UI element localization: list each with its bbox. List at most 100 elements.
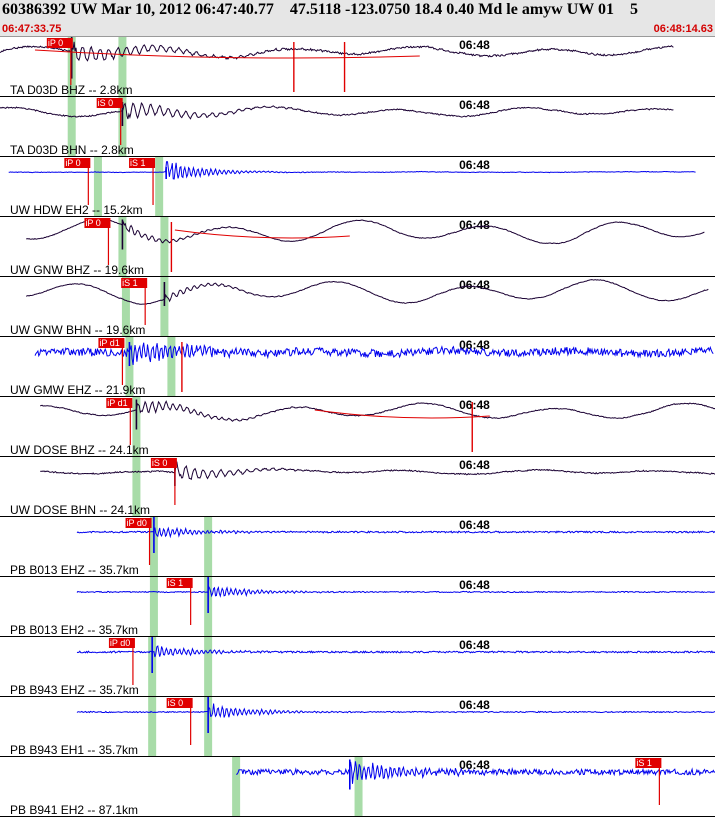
pick-flag[interactable] bbox=[84, 218, 111, 228]
trace-panel: 06:48 iS 0 TA D03D BHN -- 2.8km bbox=[0, 97, 715, 157]
station-label: PB B943 EHZ -- 35.7km bbox=[10, 683, 139, 697]
phase-window bbox=[354, 757, 363, 817]
time-tick-label: 06:48 bbox=[459, 218, 490, 232]
station-label: UW DOSE BHN -- 24.1km bbox=[10, 503, 150, 517]
trace-panel: 06:48 iP 0 TA D03D BHZ -- 2.8km bbox=[0, 37, 715, 97]
station-label: PB B013 EH2 -- 35.7km bbox=[10, 623, 138, 637]
waveform-trace bbox=[76, 645, 715, 658]
station-label: UW GNW BHZ -- 19.6km bbox=[10, 263, 144, 277]
phase-window bbox=[67, 97, 76, 157]
time-tick-label: 06:48 bbox=[459, 398, 490, 412]
pick-label: iS 0 bbox=[168, 698, 184, 708]
waveform-trace bbox=[40, 461, 715, 481]
waveform-trace bbox=[76, 585, 715, 598]
waveform-trace bbox=[8, 161, 696, 180]
trace-panel: 06:48 iS 0 UW DOSE BHN -- 24.1km bbox=[0, 457, 715, 517]
pick-label: iS 0 bbox=[98, 98, 114, 108]
trace-panel: 06:48 iP 0 UW GNW BHZ -- 19.6km bbox=[0, 217, 715, 277]
waveform-trace bbox=[0, 41, 674, 62]
trace-panel: 06:48 iS 1 PB B013 EH2 -- 35.7km bbox=[0, 577, 715, 637]
coda-fit-curve bbox=[314, 409, 490, 419]
phase-window bbox=[204, 637, 213, 697]
pick-flag[interactable] bbox=[108, 638, 135, 648]
trace-panel: 06:48 iP d1 UW DOSE BHZ -- 24.1km bbox=[0, 397, 715, 457]
pick-label: iP 0 bbox=[48, 38, 63, 48]
station-label: PB B943 EH1 -- 35.7km bbox=[10, 743, 138, 757]
phase-window bbox=[232, 757, 241, 817]
pick-flag[interactable] bbox=[125, 518, 152, 528]
waveform-trace bbox=[0, 101, 674, 120]
time-tick-label: 06:48 bbox=[459, 278, 490, 292]
pick-flag[interactable] bbox=[635, 758, 662, 768]
pick-flag[interactable] bbox=[64, 158, 91, 168]
station-label: PB B013 EHZ -- 35.7km bbox=[10, 563, 139, 577]
start-time: 06:47:33.75 bbox=[2, 23, 62, 35]
trace-panel: 06:48 iS 0 PB B943 EH1 -- 35.7km bbox=[0, 697, 715, 757]
coda-fit-curve bbox=[174, 229, 350, 239]
pick-flag[interactable] bbox=[166, 698, 193, 708]
waveform-trace bbox=[25, 279, 709, 305]
trace-panel: 06:48 iP d0 PB B943 EHZ -- 35.7km bbox=[0, 637, 715, 697]
pick-label: iS 1 bbox=[636, 758, 652, 768]
waveform-trace bbox=[76, 526, 715, 539]
time-tick-label: 06:48 bbox=[459, 638, 490, 652]
phase-window bbox=[148, 697, 157, 757]
phase-window bbox=[121, 277, 130, 337]
event-header: 60386392 UW Mar 10, 2012 06:47:40.77 47.… bbox=[0, 0, 715, 37]
phase-window bbox=[160, 217, 169, 277]
pick-flag[interactable] bbox=[96, 98, 123, 108]
pick-flag[interactable] bbox=[98, 338, 125, 348]
time-tick-label: 06:48 bbox=[459, 518, 490, 532]
phase-window bbox=[160, 277, 169, 337]
event-title: 60386392 UW Mar 10, 2012 06:47:40.77 47.… bbox=[2, 1, 638, 18]
station-label: PB B941 EH2 -- 87.1km bbox=[10, 803, 138, 817]
pick-label: iP d1 bbox=[99, 338, 119, 348]
phase-window bbox=[155, 157, 164, 217]
waveform-trace bbox=[34, 342, 714, 365]
pick-label: iP 0 bbox=[85, 218, 100, 228]
trace-panel: 06:48 iP 0 iS 1 UW HDW EH2 -- 15.2km bbox=[0, 157, 715, 217]
pick-label: iS 1 bbox=[122, 278, 138, 288]
phase-window bbox=[125, 337, 134, 397]
waveform-trace bbox=[26, 218, 705, 245]
phase-window bbox=[118, 97, 127, 157]
station-label: UW GNW BHN -- 19.6km bbox=[10, 323, 145, 337]
end-time: 06:48:14.63 bbox=[653, 23, 713, 35]
phase-window bbox=[167, 337, 176, 397]
time-tick-label: 06:48 bbox=[459, 38, 490, 52]
station-label: UW GMW EHZ -- 21.9km bbox=[10, 383, 145, 397]
pick-label: iS 1 bbox=[168, 578, 184, 588]
coda-fit-curve bbox=[34, 49, 420, 59]
pick-label: iS 1 bbox=[130, 158, 146, 168]
time-tick-label: 06:48 bbox=[459, 158, 490, 172]
time-tick-label: 06:48 bbox=[459, 98, 490, 112]
waveform-trace bbox=[76, 703, 715, 719]
pick-label: iS 0 bbox=[152, 458, 168, 468]
trace-panel: 06:48 iS 1 PB B941 EH2 -- 87.1km bbox=[0, 757, 715, 817]
station-label: UW HDW EH2 -- 15.2km bbox=[10, 203, 143, 217]
time-tick-label: 06:48 bbox=[459, 698, 490, 712]
station-label: UW DOSE BHZ -- 24.1km bbox=[10, 443, 149, 457]
phase-window bbox=[149, 577, 158, 637]
pick-label: iP 0 bbox=[65, 158, 80, 168]
phase-window bbox=[204, 517, 213, 577]
waveform-trace bbox=[40, 400, 715, 422]
seismogram-panel: 06:48 iP 0 TA D03D BHZ -- 2.8km 06:48 iS 0 TA… bbox=[0, 37, 715, 817]
pick-flag[interactable] bbox=[121, 278, 148, 288]
trace-panel: 06:48 iP d0 PB B013 EHZ -- 35.7km bbox=[0, 517, 715, 577]
pick-label: iP d0 bbox=[110, 638, 130, 648]
time-tick-label: 06:48 bbox=[459, 758, 490, 772]
phase-window bbox=[118, 37, 127, 97]
phase-window bbox=[93, 157, 102, 217]
pick-flag[interactable] bbox=[106, 398, 133, 408]
time-tick-label: 06:48 bbox=[459, 458, 490, 472]
pick-flag[interactable] bbox=[150, 458, 177, 468]
pick-label: iP d0 bbox=[127, 518, 147, 528]
trace-panel: 06:48 iS 1 UW GNW BHN -- 19.6km bbox=[0, 277, 715, 337]
pick-label: iP d1 bbox=[107, 398, 127, 408]
station-label: TA D03D BHZ -- 2.8km bbox=[10, 83, 132, 97]
pick-flag[interactable] bbox=[46, 38, 73, 48]
pick-flag[interactable] bbox=[129, 158, 156, 168]
pick-flag[interactable] bbox=[166, 578, 193, 588]
